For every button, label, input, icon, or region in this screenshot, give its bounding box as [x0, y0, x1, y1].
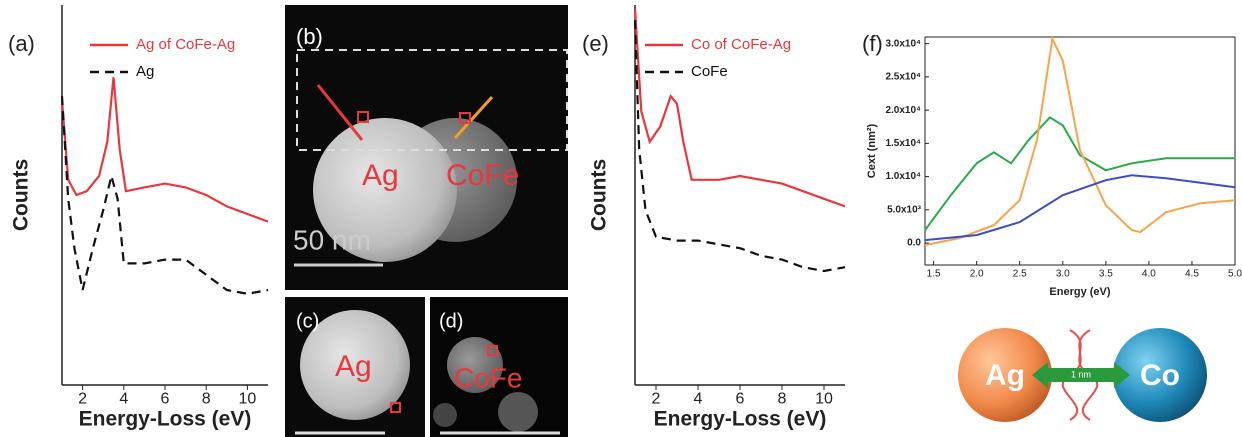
series-line — [925, 117, 1235, 230]
panel-label: (d) — [439, 310, 463, 332]
y-axis-label: Cext (nm²) — [866, 123, 878, 178]
sphere-label: Co — [1140, 359, 1180, 392]
image-label: CoFe — [454, 362, 522, 393]
y-tick-label: 1.0x10⁴ — [885, 171, 921, 182]
figure: (b) Ag CoFe 50 nm (c) Ag (d) CoFe Ag Co … — [0, 0, 1242, 437]
x-tick-label: 6 — [736, 391, 745, 408]
legend-label: Co of CoFe-Ag — [691, 36, 791, 53]
image-label: Ag — [362, 159, 399, 192]
series-line — [62, 77, 268, 221]
y-axis-label: Counts — [10, 159, 33, 231]
y-tick-label: 3.0x10⁴ — [885, 38, 921, 49]
x-tick-label: 3.5 — [1099, 269, 1113, 280]
x-tick-label: 3.0 — [1056, 269, 1070, 280]
panel-label: (a) — [8, 31, 35, 56]
sphere-label: Ag — [985, 359, 1025, 392]
series-line — [62, 96, 268, 294]
x-tick-label: 4 — [119, 391, 128, 408]
x-tick-label: 6 — [161, 391, 170, 408]
image-label: CoFe — [446, 159, 519, 192]
x-tick-label: 8 — [778, 391, 787, 408]
x-tick-label: 1.5 — [927, 269, 941, 280]
image-label: Ag — [335, 350, 372, 383]
y-tick-label: 2.5x10⁴ — [885, 72, 921, 83]
scale-label: 50 nm — [293, 224, 371, 255]
x-tick-label: 10 — [239, 391, 257, 408]
panel-label: (e) — [582, 31, 609, 56]
y-tick-label: 0.0 — [907, 238, 921, 249]
x-axis-label: Energy (eV) — [1049, 286, 1110, 298]
series-line — [925, 175, 1235, 240]
particle — [433, 403, 457, 427]
x-tick-label: 2.5 — [1013, 269, 1027, 280]
x-tick-label: 4.5 — [1185, 269, 1199, 280]
y-tick-label: 1.5x10⁴ — [885, 138, 921, 149]
x-tick-label: 2.0 — [970, 269, 984, 280]
y-tick-label: 2.0x10⁴ — [885, 105, 921, 116]
x-tick-label: 8 — [202, 391, 211, 408]
x-tick-label: 4.0 — [1142, 269, 1156, 280]
y-tick-label: 5.0x10³ — [887, 204, 922, 215]
y-axis-label: Counts — [588, 159, 611, 231]
series-line — [635, 20, 845, 271]
panel-label: (b) — [296, 24, 323, 49]
legend-label: Ag of CoFe-Ag — [136, 36, 235, 53]
x-tick-label: 2 — [78, 391, 87, 408]
x-tick-label: 2 — [652, 391, 661, 408]
x-axis-label: Energy-Loss (eV) — [654, 408, 827, 431]
panel-label: (f) — [862, 31, 883, 56]
gap-label: 1 nm — [1071, 369, 1091, 379]
series-line — [925, 39, 1235, 245]
panel-label: (c) — [296, 310, 319, 332]
x-tick-label: 10 — [815, 391, 833, 408]
particle — [498, 392, 538, 432]
legend-label: Ag — [136, 63, 154, 80]
x-tick-label: 5.0 — [1228, 269, 1242, 280]
x-axis-label: Energy-Loss (eV) — [79, 408, 252, 431]
legend-label: CoFe — [691, 63, 728, 80]
x-tick-label: 4 — [694, 391, 703, 408]
